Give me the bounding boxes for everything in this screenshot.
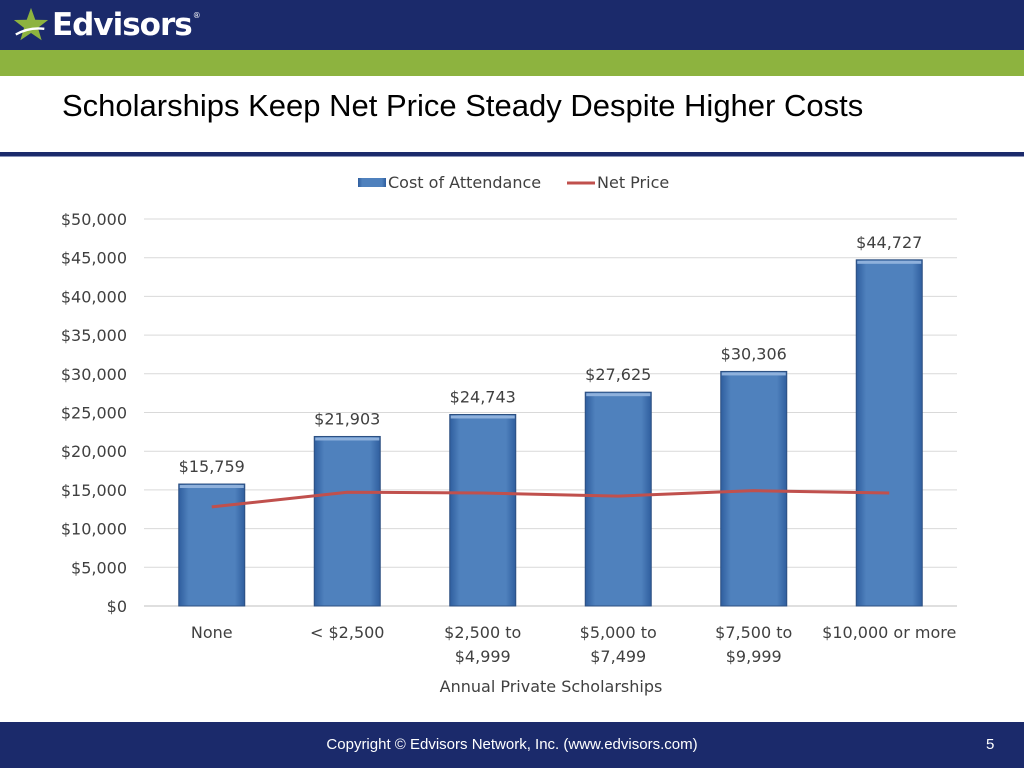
legend-bar-label: Cost of Attendance bbox=[388, 173, 541, 192]
legend: Cost of Attendance Net Price bbox=[358, 173, 669, 192]
data-label: $24,743 bbox=[450, 387, 516, 406]
registered-mark: ® bbox=[192, 10, 201, 20]
x-tick-label: $7,500 to bbox=[715, 623, 792, 642]
bar bbox=[720, 370, 788, 607]
y-axis-ticks: $0 $5,000 $10,000 $15,000 $20,000 $25,000 $30,… bbox=[61, 210, 127, 616]
data-label: $15,759 bbox=[179, 457, 245, 476]
bar-highlight bbox=[450, 415, 515, 419]
title-divider bbox=[0, 152, 1024, 156]
y-tick-label: $10,000 bbox=[61, 520, 127, 539]
y-tick-label: $15,000 bbox=[61, 481, 127, 500]
footer-bar bbox=[0, 722, 1024, 768]
brand-name: Edvisors bbox=[52, 7, 193, 43]
x-tick-label: $2,500 to bbox=[444, 623, 521, 642]
y-tick-label: $0 bbox=[107, 597, 127, 616]
y-tick-label: $40,000 bbox=[61, 287, 127, 306]
data-labels: $15,759 $21,903 $24,743 $27,625 $30,306 $44,7… bbox=[179, 233, 923, 476]
legend-line-label: Net Price bbox=[597, 173, 669, 192]
y-tick-label: $45,000 bbox=[61, 249, 127, 268]
data-label: $44,727 bbox=[856, 233, 922, 252]
data-label: $27,625 bbox=[585, 365, 651, 384]
gridlines bbox=[144, 218, 957, 607]
x-axis-title: Annual Private Scholarships bbox=[440, 677, 663, 696]
y-tick-label: $50,000 bbox=[61, 210, 127, 229]
bar bbox=[178, 483, 246, 607]
copyright-text: Copyright © Edvisors Network, Inc. (www.… bbox=[326, 736, 698, 753]
bar-highlight bbox=[179, 485, 244, 489]
line-series bbox=[211, 489, 890, 509]
bar bbox=[449, 413, 517, 607]
x-axis-ticks: None < $2,500 $2,500 to $4,999 $5,000 to $7,4… bbox=[191, 623, 956, 666]
bar bbox=[584, 391, 652, 607]
net-price-line bbox=[211, 489, 890, 509]
x-tick-label: < $2,500 bbox=[310, 623, 384, 642]
header-bar bbox=[0, 0, 1024, 50]
title-divider-shadow bbox=[0, 156, 1024, 157]
y-tick-label: $30,000 bbox=[61, 365, 127, 384]
x-tick-label: $9,999 bbox=[726, 647, 782, 666]
x-tick-label: $4,999 bbox=[455, 647, 511, 666]
bar-highlight bbox=[315, 437, 380, 441]
x-tick-label: $5,000 to bbox=[580, 623, 657, 642]
bar bbox=[313, 435, 381, 607]
y-tick-label: $20,000 bbox=[61, 442, 127, 461]
brand-logo: Edvisors ® bbox=[12, 4, 201, 46]
y-tick-label: $35,000 bbox=[61, 326, 127, 345]
x-tick-label: None bbox=[191, 623, 233, 642]
x-tick-label: $7,499 bbox=[590, 647, 646, 666]
page-title: Scholarships Keep Net Price Steady Despi… bbox=[62, 88, 864, 123]
legend-bar-swatch bbox=[358, 178, 386, 187]
bar bbox=[855, 259, 923, 607]
bar-line-chart: $15,759 $21,903 $24,743 $27,625 $30,306 $44,7… bbox=[61, 173, 957, 696]
bar-highlight bbox=[586, 393, 651, 397]
header-accent-bar bbox=[0, 50, 1024, 76]
data-label: $21,903 bbox=[314, 409, 380, 428]
page-number: 5 bbox=[986, 736, 995, 753]
bar-highlight bbox=[721, 372, 786, 376]
y-tick-label: $5,000 bbox=[71, 558, 127, 577]
star-icon bbox=[13, 7, 49, 41]
bar-highlight bbox=[857, 260, 922, 264]
data-label: $30,306 bbox=[721, 344, 787, 363]
x-tick-label: $10,000 or more bbox=[822, 623, 956, 642]
bar-series bbox=[178, 259, 923, 607]
y-tick-label: $25,000 bbox=[61, 404, 127, 423]
